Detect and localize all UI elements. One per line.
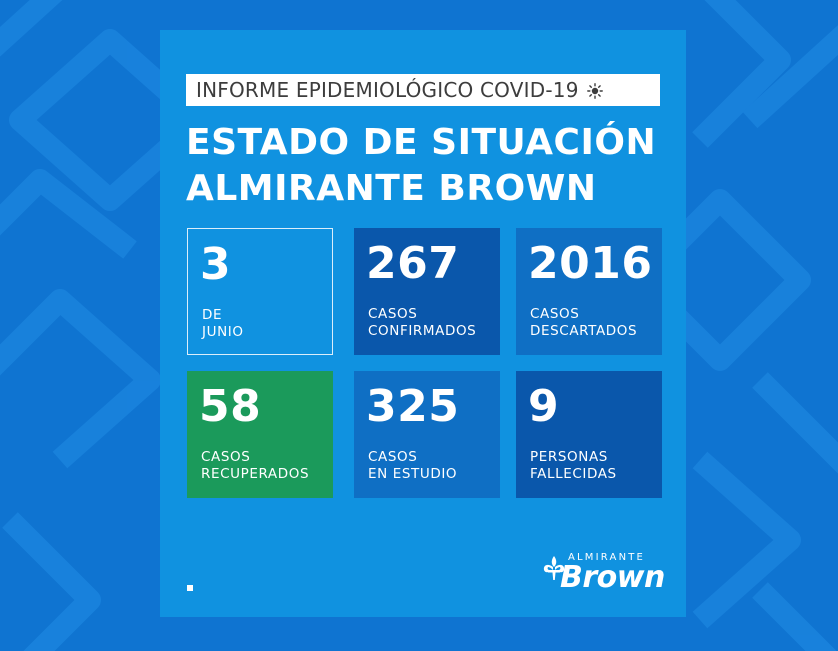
- card-deceased: 9 PERSONAS FALLECIDAS: [516, 371, 662, 498]
- info-panel: INFORME EPIDEMIOLÓGICO COVID-19 ESTADO D…: [160, 30, 686, 617]
- card-discarded-label-line-1: CASOS: [530, 306, 580, 322]
- card-discarded-label-line-2: DESCARTADOS: [530, 323, 638, 339]
- card-confirmed-label-line-1: CASOS: [368, 306, 418, 322]
- title-line-2: ALMIRANTE BROWN: [186, 168, 597, 209]
- card-date-label: DE JUNIO: [202, 307, 244, 341]
- card-confirmed-value: 267: [366, 238, 460, 289]
- card-recovered-value: 58: [199, 381, 262, 432]
- card-deceased-label-line-2: FALLECIDAS: [530, 466, 617, 482]
- card-under-study-value: 325: [366, 381, 460, 432]
- card-recovered-label-line-1: CASOS: [201, 449, 251, 465]
- card-under-study-label: CASOS EN ESTUDIO: [368, 449, 457, 483]
- card-confirmed: 267 CASOS CONFIRMADOS: [354, 228, 500, 355]
- card-deceased-label: PERSONAS FALLECIDAS: [530, 449, 617, 483]
- sun-icon: [586, 83, 603, 99]
- card-under-study-label-line-2: EN ESTUDIO: [368, 466, 458, 482]
- card-date-label-line-2: JUNIO: [202, 324, 244, 340]
- corner-dot: [187, 585, 193, 591]
- card-recovered-label: CASOS RECUPERADOS: [201, 449, 309, 483]
- card-confirmed-label-line-2: CONFIRMADOS: [368, 323, 477, 339]
- card-date: 3 DE JUNIO: [187, 228, 333, 355]
- page-title: ESTADO DE SITUACIÓN ALMIRANTE BROWN: [186, 120, 676, 212]
- report-subtitle: INFORME EPIDEMIOLÓGICO COVID-19: [196, 78, 579, 102]
- logo-small-text: ALMIRANTE: [568, 552, 646, 563]
- card-under-study: 325 CASOS EN ESTUDIO: [354, 371, 500, 498]
- almirante-brown-logo: ALMIRANTE Brown: [542, 552, 666, 600]
- card-recovered-label-line-2: RECUPERADOS: [201, 466, 310, 482]
- card-confirmed-label: CASOS CONFIRMADOS: [368, 306, 476, 340]
- card-recovered: 58 CASOS RECUPERADOS: [187, 371, 333, 498]
- report-subtitle-box: INFORME EPIDEMIOLÓGICO COVID-19: [186, 74, 660, 106]
- card-deceased-label-line-1: PERSONAS: [530, 449, 608, 465]
- card-discarded-value: 2016: [528, 238, 653, 289]
- card-deceased-value: 9: [528, 381, 560, 432]
- logo-big-text: Brown: [560, 560, 665, 595]
- card-discarded: 2016 CASOS DESCARTADOS: [516, 228, 662, 355]
- fleur-de-lis-icon: [543, 556, 565, 580]
- title-line-1: ESTADO DE SITUACIÓN: [186, 122, 657, 163]
- card-discarded-label: CASOS DESCARTADOS: [530, 306, 637, 340]
- card-under-study-label-line-1: CASOS: [368, 449, 418, 465]
- card-date-label-line-1: DE: [202, 307, 223, 323]
- card-date-value: 3: [200, 239, 232, 290]
